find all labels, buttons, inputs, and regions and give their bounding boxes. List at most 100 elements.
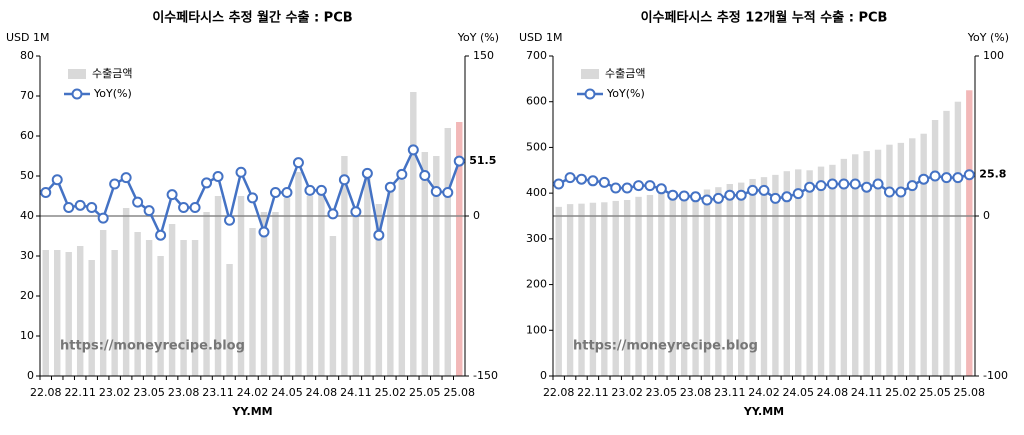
yoy-marker — [453, 155, 465, 167]
bar — [352, 212, 360, 376]
bar — [76, 246, 84, 376]
bar — [329, 236, 337, 376]
y-tick-label: 100 — [526, 323, 547, 336]
yoy-marker — [442, 187, 454, 199]
bar — [364, 176, 371, 376]
y-tick-label: 0 — [27, 369, 34, 382]
yoy-marker — [883, 186, 895, 198]
y-tick-label: 300 — [526, 232, 547, 245]
bar — [669, 194, 676, 376]
bar — [318, 192, 325, 376]
y-tick-label: 40 — [20, 209, 34, 222]
legend-marker — [584, 88, 596, 100]
y-tick-label: 30 — [20, 249, 34, 262]
y2-axis-label: YoY (%) — [967, 31, 1009, 44]
y-tick-label: 400 — [526, 186, 547, 199]
yoy-marker — [350, 206, 362, 218]
legend-label: 수출금액 — [92, 67, 132, 80]
yoy-marker — [327, 208, 339, 220]
y-tick-label: 60 — [20, 129, 34, 142]
yoy-marker — [86, 201, 98, 213]
x-tick-label: 24.05 — [782, 386, 814, 399]
bar — [433, 156, 440, 376]
bar — [444, 128, 451, 376]
yoy-marker — [781, 191, 793, 203]
y2-axis-label: YoY (%) — [457, 31, 499, 44]
yoy-marker — [724, 189, 736, 201]
y-tick-label: 50 — [20, 169, 34, 182]
yoy-marker — [963, 169, 975, 181]
bar — [829, 164, 836, 376]
y2-tick-label: 100 — [983, 49, 1004, 62]
bar — [122, 208, 130, 376]
x-tick-label: 24.11 — [340, 386, 372, 399]
bar — [295, 172, 302, 376]
y-tick-label: 600 — [526, 95, 547, 108]
y2-tick-label: 150 — [473, 49, 494, 62]
yoy-marker — [576, 173, 588, 185]
yoy-marker — [247, 192, 258, 204]
bar — [306, 196, 314, 376]
bar — [260, 212, 268, 376]
bar — [65, 252, 72, 376]
legend-label: 수출금액 — [605, 67, 645, 80]
bar — [601, 202, 608, 376]
yoy-marker — [815, 180, 827, 192]
bar — [99, 230, 107, 376]
y2-tick-label: 0 — [983, 209, 990, 222]
y2-tick-label: 0 — [473, 209, 480, 222]
bar — [54, 250, 61, 376]
yoy-marker — [40, 187, 52, 199]
bar — [920, 133, 927, 376]
yoy-marker — [120, 172, 132, 184]
yoy-marker — [373, 229, 385, 241]
x-tick-label: 25.02 — [375, 386, 407, 399]
yoy-marker — [861, 181, 873, 193]
yoy-marker — [758, 184, 770, 196]
x-tick-label: 25.02 — [885, 386, 917, 399]
bar — [421, 152, 429, 376]
yoy-marker — [621, 182, 633, 194]
bar — [646, 194, 654, 376]
yoy-marker — [610, 182, 622, 194]
watermark: https://moneyrecipe.blog — [573, 339, 758, 354]
bar — [817, 166, 825, 376]
yoy-marker — [906, 180, 918, 192]
yoy-marker — [804, 181, 816, 193]
bar — [874, 149, 882, 376]
bar — [966, 90, 973, 377]
bar — [943, 110, 950, 376]
bar — [909, 138, 916, 376]
legend-label: YoY(%) — [606, 87, 645, 100]
x-tick-label: 23.11 — [202, 386, 234, 399]
bar — [760, 177, 768, 376]
chart-title: 이수페타시스 추정 12개월 누적 수출 : PCB — [641, 10, 888, 26]
x-tick-label: 22.11 — [577, 386, 609, 399]
bar — [145, 240, 153, 376]
yoy-marker — [97, 212, 109, 224]
x-tick-label: 23.08 — [680, 386, 712, 399]
y-tick-label: 20 — [20, 289, 34, 302]
bar — [852, 154, 859, 376]
bar — [341, 156, 348, 376]
bar — [398, 180, 406, 376]
x-tick-label: 25.08 — [954, 386, 986, 399]
y-tick-label: 80 — [20, 49, 34, 62]
bar — [749, 178, 756, 376]
y-axis-label: USD 1M — [519, 31, 563, 44]
yoy-marker — [690, 191, 702, 203]
yoy-marker — [407, 144, 419, 156]
bar — [715, 187, 722, 376]
bar — [410, 92, 417, 376]
y2-tick-label: -100 — [983, 369, 1008, 382]
yoy-marker — [712, 192, 724, 204]
yoy-marker — [587, 175, 599, 187]
yoy-marker — [598, 176, 610, 188]
yoy-marker — [769, 192, 781, 204]
yoy-marker — [201, 177, 213, 189]
x-tick-label: 23.05 — [133, 386, 165, 399]
legend-label: YoY(%) — [93, 87, 132, 100]
value-label: 25.8 — [979, 168, 1006, 181]
bar — [726, 184, 733, 376]
